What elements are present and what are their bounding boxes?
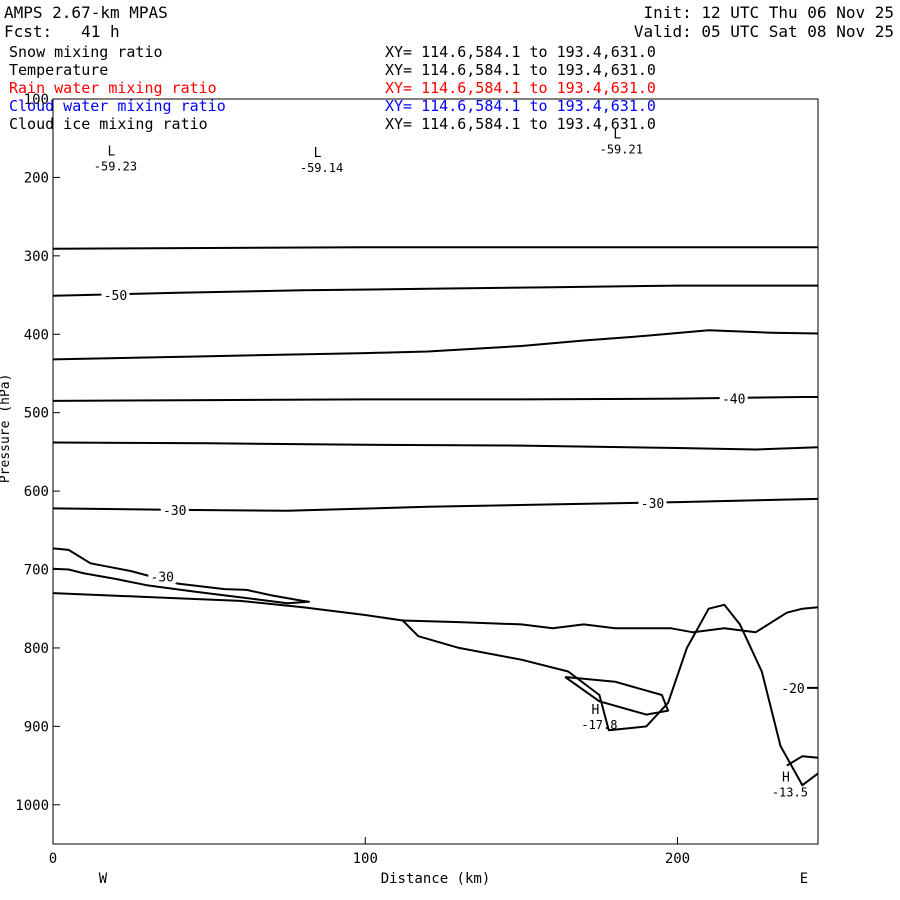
field-xy-temperature: XY= 114.6,584.1 to 193.4,631.0 xyxy=(385,61,656,79)
extremum-value: -13.5 xyxy=(772,785,808,799)
isotherm-line xyxy=(52,547,310,605)
contour-label: -30 xyxy=(163,504,186,519)
contour-label-bg xyxy=(148,568,177,584)
valid-time: Valid: 05 UTC Sat 08 Nov 25 xyxy=(633,22,894,41)
contour-label: -30 xyxy=(151,571,174,586)
contour-label-bg xyxy=(638,494,667,510)
isotherm-line xyxy=(52,592,819,787)
y-tick-label: 100 xyxy=(24,92,49,108)
isotherm-line xyxy=(786,755,819,767)
field-name-cloud-ice: Cloud ice mixing ratio xyxy=(9,115,208,133)
model-title: AMPS 2.67-km MPAS xyxy=(4,3,168,22)
isotherm-line xyxy=(52,396,818,402)
y-tick-label: 600 xyxy=(24,484,49,500)
extremum-mark: L xyxy=(108,145,116,160)
x-tick-label: 100 xyxy=(353,851,378,867)
y-tick-label: 900 xyxy=(24,719,49,735)
y-tick-label: 800 xyxy=(24,641,49,657)
x-axis-label: Distance (km) xyxy=(381,871,491,887)
isotherm-line xyxy=(52,329,819,361)
y-tick-label: 500 xyxy=(24,406,49,422)
field-name-snow: Snow mixing ratio xyxy=(9,43,163,61)
contour-label: -30 xyxy=(641,497,664,512)
isotherm-line xyxy=(564,676,670,716)
contour-label: -20 xyxy=(781,682,804,697)
x-end-label-east: E xyxy=(800,871,808,887)
contour-label-bg xyxy=(160,501,189,517)
isotherm-line xyxy=(52,246,818,250)
contour-labels: -50 -40 -30 -30 -30 -20 xyxy=(101,287,808,697)
extremum-value: -17.8 xyxy=(581,718,617,732)
x-tick-label: 200 xyxy=(665,851,690,867)
contour-label-bg xyxy=(719,390,748,406)
extremum-value: -59.14 xyxy=(300,161,343,175)
extremum-mark: L xyxy=(613,127,621,142)
y-axis-label: Pressure (hPa) xyxy=(0,374,13,484)
isotherm-line xyxy=(52,441,819,451)
contour-label-bg xyxy=(779,679,808,695)
field-xy-cloud-ice: XY= 114.6,584.1 to 193.4,631.0 xyxy=(385,115,656,133)
x-end-label-west: W xyxy=(99,871,108,887)
extremum-value: -59.21 xyxy=(600,142,643,156)
extremum-value: -59.23 xyxy=(94,160,137,174)
field-xy-rain: XY= 114.6,584.1 to 193.4,631.0 xyxy=(385,79,656,97)
isotherm-line xyxy=(52,284,818,297)
y-tick-label: 1000 xyxy=(15,798,49,814)
contour-label: -50 xyxy=(104,289,127,304)
y-tick-label: 700 xyxy=(24,563,49,579)
contour-label-bg xyxy=(101,287,130,303)
extremum-mark: H xyxy=(782,770,790,785)
field-name-rain: Rain water mixing ratio xyxy=(9,79,217,97)
isotherm-line xyxy=(402,606,819,634)
forecast-hour: Fcst: 41 h xyxy=(4,22,120,41)
y-tick-label: 200 xyxy=(24,170,49,186)
field-name-cloud-water: Cloud water mixing ratio xyxy=(9,97,226,115)
field-xy-cloud-water: XY= 114.6,584.1 to 193.4,631.0 xyxy=(385,97,656,115)
y-tick-label: 400 xyxy=(24,327,49,343)
extremum-mark: H xyxy=(592,703,600,718)
isotherm-lines xyxy=(52,246,819,787)
extremum-mark: L xyxy=(314,146,322,161)
y-tick-label: 300 xyxy=(24,249,49,265)
axes: 100 200 300 400 500 600 700 800 900 1000 0 100 200 xyxy=(15,92,690,867)
extrema-markers: L-59.23L-59.14L-59.21H-17.8H-13.5 xyxy=(94,127,808,799)
contour-label: -40 xyxy=(722,393,745,408)
field-xy-snow: XY= 114.6,584.1 to 193.4,631.0 xyxy=(385,43,656,61)
plot-frame xyxy=(52,98,819,845)
init-time: Init: 12 UTC Thu 06 Nov 25 xyxy=(643,3,894,22)
x-tick-label: 0 xyxy=(49,851,57,867)
field-name-temperature: Temperature xyxy=(9,61,109,79)
